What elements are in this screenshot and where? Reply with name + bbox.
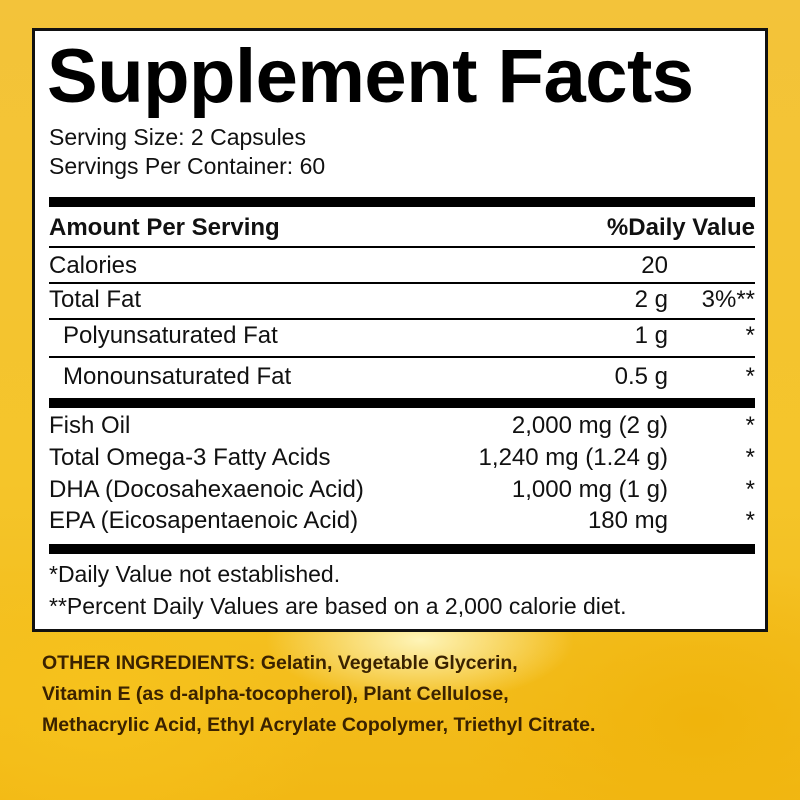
divider [49,282,755,284]
thick-divider [49,398,755,408]
nutrient-name: Monounsaturated Fat [63,363,292,390]
nutrient-name: Total Fat [49,286,142,313]
nutrient-amount: 1 g [634,322,668,349]
footnote-dv-not-established: *Daily Value not established. [49,561,341,587]
servings-per-container: Servings Per Container: 60 [49,153,326,179]
nutrient-name: DHA (Docosahexaenoic Acid) [49,476,364,503]
divider [49,246,755,248]
table-row: Total Omega-3 Fatty Acids 1,240 mg (1.24… [49,444,755,474]
nutrient-dv: 3%** [701,286,755,313]
ingredients-line: Vitamin E (as d-alpha-tocopherol), Plant… [42,683,509,705]
footnote-percent-dv: **Percent Daily Values are based on a 2,… [49,593,627,619]
nutrient-name: Polyunsaturated Fat [63,322,278,349]
other-ingredients: OTHER INGREDIENTS: Gelatin, Vegetable Gl… [42,648,595,741]
daily-value-header: %Daily Value [606,214,755,241]
table-row: Total Fat 2 g 3%** [49,286,755,316]
nutrient-dv: * [745,412,755,439]
ingredients-line: Methacrylic Acid, Ethyl Acrylate Copolym… [42,714,596,736]
nutrient-dv: * [745,476,755,503]
nutrient-dv: * [745,507,755,534]
ingredients-line: OTHER INGREDIENTS: Gelatin, Vegetable Gl… [42,652,518,674]
thick-divider [49,544,755,554]
table-row: EPA (Eicosapentaenoic Acid) 180 mg * [49,507,755,537]
nutrient-amount: 1,240 mg (1.24 g) [478,444,668,471]
table-row: DHA (Docosahexaenoic Acid) 1,000 mg (1 g… [49,476,755,506]
nutrient-name: Total Omega-3 Fatty Acids [49,444,331,471]
divider [49,356,755,358]
header-row: Amount Per Serving %Daily Value [49,214,755,244]
nutrient-dv: * [745,363,755,390]
divider [49,318,755,320]
nutrient-amount: 180 mg [587,507,668,534]
nutrient-amount: 1,000 mg (1 g) [511,476,668,503]
table-row: Calories 20 [49,252,755,282]
nutrient-amount: 20 [641,252,668,279]
nutrient-dv: * [745,444,755,471]
nutrient-amount: 2 g [634,286,668,313]
nutrient-name: Calories [49,252,138,279]
nutrient-name: EPA (Eicosapentaenoic Acid) [49,507,359,534]
amount-per-serving-header: Amount Per Serving [49,214,280,241]
table-row: Fish Oil 2,000 mg (2 g) * [49,412,755,442]
nutrient-amount: 2,000 mg (2 g) [511,412,668,439]
thick-divider [49,197,755,207]
panel-title: Supplement Facts [47,34,694,119]
table-row: Monounsaturated Fat 0.5 g * [49,363,755,393]
supplement-facts-panel: Supplement Facts Serving Size: 2 Capsule… [32,28,768,632]
nutrient-name: Fish Oil [49,412,131,439]
serving-size: Serving Size: 2 Capsules [49,124,306,150]
nutrient-amount: 0.5 g [614,363,668,390]
nutrient-dv: * [745,322,755,349]
table-row: Polyunsaturated Fat 1 g * [49,322,755,352]
